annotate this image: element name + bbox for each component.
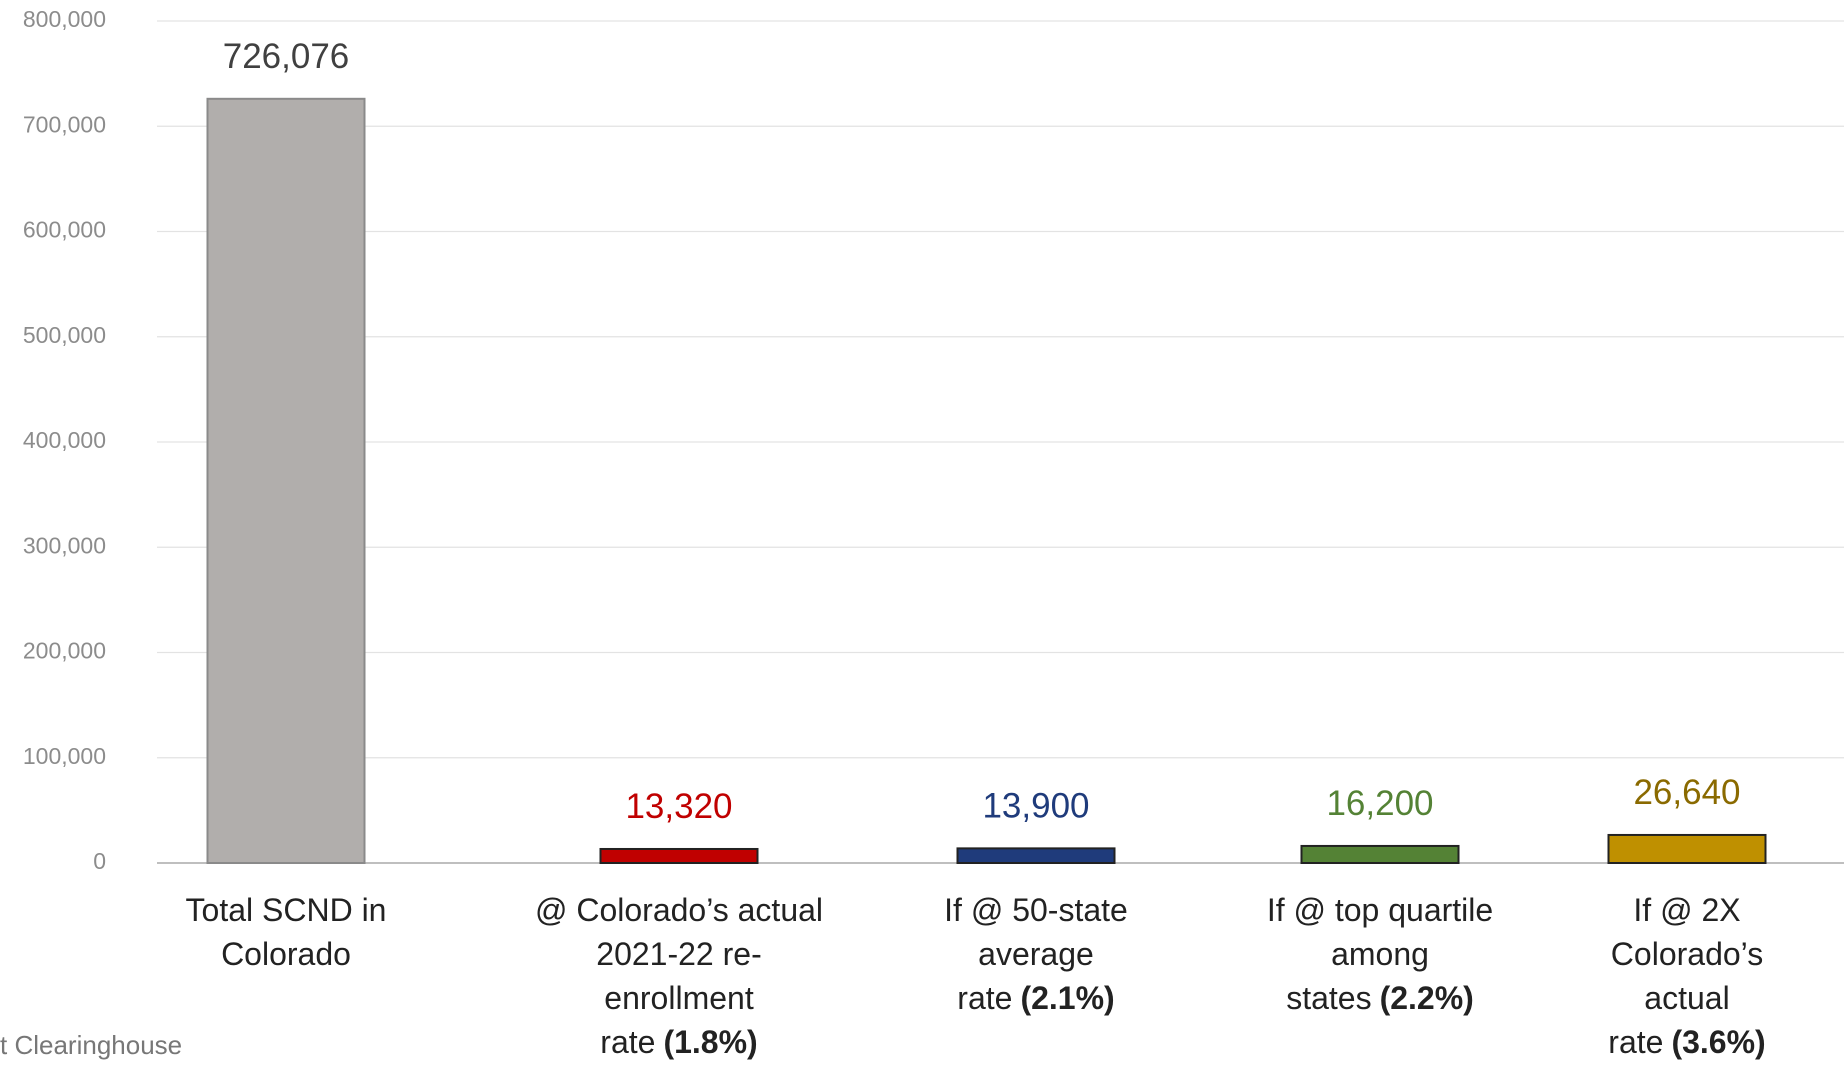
- value-label: 13,320: [625, 787, 732, 826]
- value-label: 13,900: [982, 787, 1089, 826]
- bar: [206, 97, 366, 865]
- y-tick-label: 700,000: [23, 111, 106, 137]
- y-tick-label: 100,000: [23, 743, 106, 769]
- category-rate: (2.2%): [1379, 980, 1474, 1016]
- bar: [956, 847, 1116, 864]
- bar: [599, 847, 759, 865]
- bar: [1607, 833, 1767, 865]
- bar: [1300, 844, 1460, 865]
- value-label: 16,200: [1326, 784, 1433, 823]
- y-tick-label: 0: [93, 848, 106, 874]
- value-label: 26,640: [1633, 773, 1740, 812]
- category-text: If @ 50-state average rate: [944, 892, 1128, 1016]
- value-label: 726,076: [223, 37, 350, 76]
- y-tick-label: 500,000: [23, 322, 106, 348]
- x-tick-label: @ Colorado’s actual 2021-22 re-enrollmen…: [529, 888, 829, 1064]
- x-tick-label: If @ 2X Colorado’s actual rate (3.6%): [1572, 888, 1802, 1064]
- y-tick-label: 600,000: [23, 217, 106, 243]
- category-text: @ Colorado’s actual 2021-22 re-enrollmen…: [534, 892, 824, 1060]
- source-note: t Clearinghouse: [0, 1030, 183, 1060]
- y-tick-label: 300,000: [23, 532, 106, 558]
- y-tick-label: 200,000: [23, 638, 106, 664]
- x-tick-label: Total SCND in Colorado: [171, 888, 401, 976]
- category-rate: (3.6%): [1671, 1024, 1766, 1060]
- y-tick-label: 800,000: [23, 6, 106, 32]
- category-rate: (2.1%): [1020, 980, 1115, 1016]
- y-tick-label: 400,000: [23, 427, 106, 453]
- category-rate: (1.8%): [663, 1024, 758, 1060]
- category-text: Total SCND in Colorado: [185, 892, 387, 972]
- x-tick-label: If @ 50-state average rate (2.1%): [921, 888, 1151, 1020]
- category-text: If @ 2X Colorado’s actual rate: [1608, 892, 1764, 1060]
- x-tick-label: If @ top quartile among states (2.2%): [1235, 888, 1525, 1020]
- category-text: If @ top quartile among states: [1266, 892, 1494, 1016]
